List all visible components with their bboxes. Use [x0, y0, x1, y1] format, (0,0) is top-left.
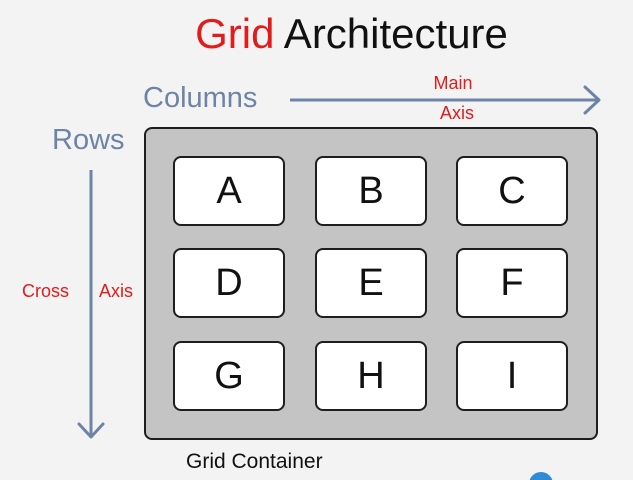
columns-label: Columns	[143, 82, 258, 114]
cross-axis-label-word1: Cross	[22, 281, 70, 301]
grid-item-d: D	[173, 248, 285, 318]
main-axis-label-line2: Axis	[439, 103, 474, 123]
cross-axis-label-word2: Axis	[99, 281, 134, 301]
grid-item-c: C	[456, 156, 568, 226]
grid-item-e: E	[315, 248, 427, 318]
rows-label: Rows	[52, 124, 125, 156]
grid-container: A B C D E F G H I	[144, 127, 598, 440]
main-axis-arrow-head	[583, 85, 601, 115]
grid-item-a: A	[173, 156, 285, 226]
grid-item-h: H	[315, 341, 427, 411]
title-accent-word: Grid	[195, 10, 275, 57]
diagram-title: Grid Architecture	[0, 10, 633, 58]
grid-container-label: Grid Container	[186, 450, 323, 473]
corner-logo-icon	[529, 472, 553, 480]
main-axis-label-line1: Main	[433, 73, 473, 93]
title-rest: Architecture	[274, 10, 508, 57]
grid-item-f: F	[456, 248, 568, 318]
grid-item-b: B	[315, 156, 427, 226]
grid-item-g: G	[173, 341, 285, 411]
cross-axis-arrow-head	[77, 422, 105, 439]
grid-item-i: I	[456, 341, 568, 411]
